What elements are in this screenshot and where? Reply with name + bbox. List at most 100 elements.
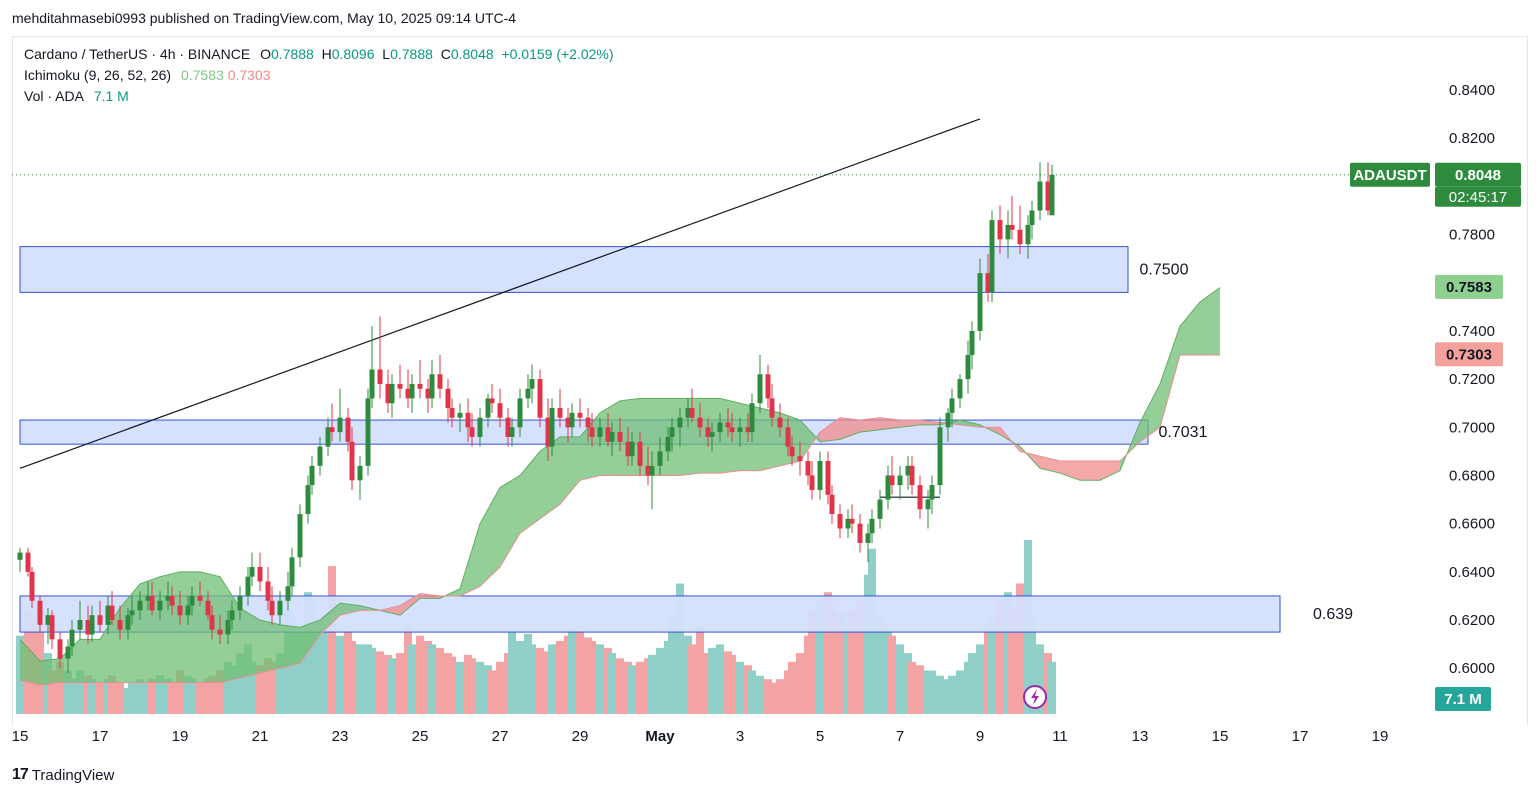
published-line: mehditahmasebi0993 published on TradingV… — [12, 10, 517, 26]
candle-body — [949, 398, 955, 413]
volume-bar — [728, 654, 736, 714]
candle-body — [805, 461, 811, 476]
volume-bar — [1008, 609, 1016, 714]
volume-bar — [736, 661, 744, 714]
volume-bar — [956, 670, 964, 714]
ichimoku-cloud-segment — [720, 398, 740, 474]
y-axis-tick-label: 0.6200 — [1449, 612, 1495, 629]
volume-bar — [88, 679, 96, 714]
volume-bar — [856, 600, 864, 714]
x-axis-tick-label: 23 — [332, 728, 349, 745]
ichimoku-b-badge: 0.7303 — [1446, 346, 1492, 363]
trend-line — [19, 118, 981, 469]
zone-label: 0.7031 — [1159, 424, 1208, 441]
candle-body — [909, 465, 915, 486]
y-axis-tick-label: 0.7400 — [1449, 323, 1495, 340]
volume-bar — [368, 647, 376, 714]
candle-body — [417, 383, 423, 389]
volume-bar — [848, 609, 856, 714]
candle-body — [425, 388, 431, 399]
volume-bar — [328, 566, 336, 714]
symbol-label[interactable]: Cardano / TetherUS · 4h · BINANCE — [24, 46, 251, 62]
x-axis-tick-label: 17 — [92, 728, 109, 745]
candle-body — [497, 403, 503, 418]
candle-body — [409, 383, 415, 399]
tradingview-brand: TradingView — [31, 766, 115, 784]
ichimoku-cloud-segment — [460, 523, 480, 596]
volume-bar — [396, 653, 404, 714]
candle-body — [309, 465, 315, 486]
volume-bar — [388, 658, 396, 714]
candle-body — [317, 446, 323, 466]
close-label: C — [440, 46, 451, 62]
x-axis-tick-label: 7 — [896, 728, 904, 745]
candle-body — [365, 398, 371, 466]
candle-body — [769, 398, 775, 418]
x-axis-tick-label: 13 — [1132, 728, 1149, 745]
candle-body — [825, 461, 831, 495]
plot-area — [12, 118, 1430, 714]
candle-body — [325, 427, 331, 447]
candle-body — [285, 586, 291, 601]
ichimoku-cloud-segment — [300, 620, 320, 664]
y-axis-tick-label: 0.7000 — [1449, 419, 1495, 436]
volume-label[interactable]: Vol · ADA — [24, 88, 84, 104]
volume-bar — [708, 647, 716, 714]
candle-body — [765, 374, 771, 399]
candle-body — [857, 523, 863, 543]
countdown-badge: 02:45:17 — [1449, 189, 1507, 206]
volume-bar — [508, 627, 516, 714]
candle-body — [649, 465, 655, 476]
x-axis-tick-label: 19 — [172, 728, 189, 745]
candle-body — [137, 600, 143, 611]
candle-body — [489, 398, 495, 404]
candle-body — [1009, 224, 1015, 230]
candle-body — [757, 374, 763, 404]
candle-body — [305, 485, 311, 515]
volume-bar — [76, 670, 84, 714]
candle-body — [129, 610, 135, 616]
volume-bar — [588, 640, 596, 714]
volume-bar — [936, 675, 944, 714]
volume-bar — [548, 644, 556, 714]
x-axis-tick-label: 11 — [1052, 728, 1068, 745]
candle-body — [829, 494, 835, 515]
candle-body — [877, 499, 883, 519]
ichimoku-cloud-segment — [760, 408, 780, 471]
candle-body — [149, 595, 155, 611]
volume-bar — [668, 618, 676, 714]
volume-bar — [96, 682, 104, 714]
ichimoku-cloud-segment — [520, 451, 540, 534]
volume-bar — [176, 670, 184, 714]
candle-body — [209, 615, 215, 630]
candle-body — [985, 273, 991, 293]
volume-bar — [296, 627, 304, 714]
candle-body — [109, 605, 115, 621]
ichimoku-cloud-segment — [480, 487, 500, 587]
volume-bar — [836, 613, 844, 714]
candle-body — [917, 485, 923, 510]
ichimoku-cloud-segment — [540, 436, 560, 519]
x-axis-tick-label: May — [645, 728, 675, 745]
candle-body — [509, 427, 515, 437]
candle-body — [77, 620, 83, 630]
support-resistance-zone — [19, 246, 1129, 293]
candle-body — [965, 355, 971, 380]
last-price-badge: 0.8048 — [1455, 167, 1501, 184]
candle-body — [717, 422, 723, 433]
volume-bar — [616, 658, 624, 714]
ichimoku-cloud-segment — [260, 620, 280, 674]
candle-body — [1049, 174, 1055, 216]
ichimoku-cloud-segment — [800, 420, 820, 462]
volume-bar — [568, 627, 576, 714]
volume-bar — [948, 675, 956, 714]
candle-body — [817, 461, 823, 490]
ichimoku-cloud-segment — [20, 639, 40, 686]
tradingview-logo[interactable]: 17 TradingView — [12, 766, 114, 784]
ichimoku-label[interactable]: Ichimoku (9, 26, 52, 26) — [24, 67, 172, 83]
ichimoku-cloud-segment — [500, 475, 520, 568]
volume-bar — [288, 618, 296, 714]
zone-label: 0.7500 — [1140, 261, 1189, 278]
volume-bar — [888, 635, 896, 714]
